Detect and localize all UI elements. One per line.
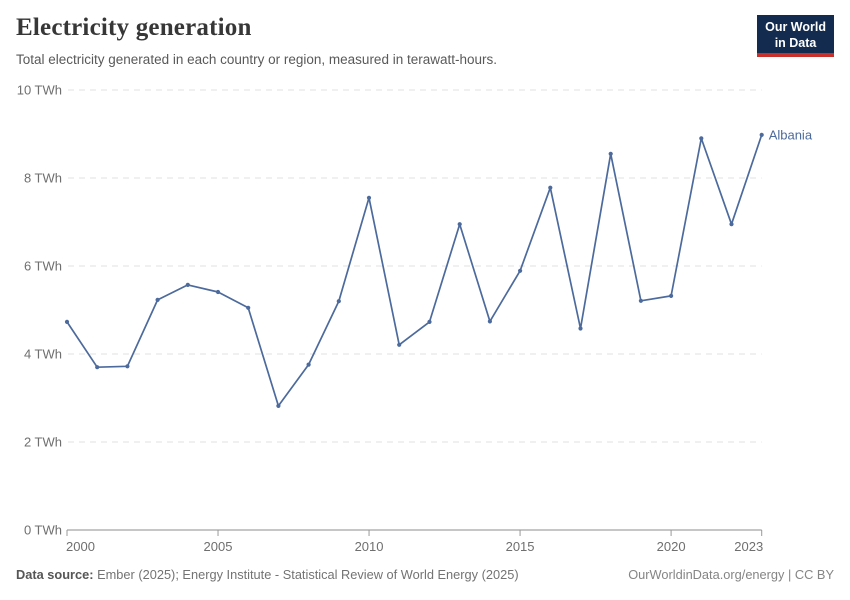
data-point[interactable] [518, 268, 523, 273]
x-axis-label: 2015 [506, 539, 535, 554]
data-point[interactable] [276, 403, 281, 408]
owid-logo-line1: Our World [765, 20, 826, 34]
data-point[interactable] [397, 342, 402, 347]
x-axis-label: 2020 [657, 539, 686, 554]
data-point[interactable] [638, 298, 644, 303]
data-point[interactable] [427, 319, 432, 324]
data-source-text: Ember (2025); Energy Institute - Statist… [93, 567, 519, 582]
owid-logo[interactable]: Our World in Data [757, 15, 834, 57]
credit-link[interactable]: OurWorldinData.org/energy | CC BY [628, 567, 834, 582]
owid-logo-line2: in Data [774, 36, 817, 50]
data-point[interactable] [64, 319, 70, 324]
data-source: Data source: Ember (2025); Energy Instit… [16, 567, 519, 582]
chart-subtitle: Total electricity generated in each coun… [16, 52, 497, 67]
y-axis-label: 6 TWh [24, 259, 62, 274]
x-axis-label: 2005 [204, 539, 233, 554]
x-axis-label: 2023 [734, 539, 763, 554]
x-axis-label: 2000 [66, 539, 95, 554]
data-point[interactable] [185, 282, 190, 287]
y-axis-label: 2 TWh [24, 435, 62, 450]
y-axis-label: 8 TWh [24, 171, 62, 186]
data-source-label: Data source: [16, 567, 94, 582]
series-label: Albania [769, 127, 813, 142]
data-point[interactable] [457, 222, 462, 227]
chart-footer: Data source: Ember (2025); Energy Instit… [16, 567, 834, 582]
trend-line [66, 134, 763, 407]
data-point[interactable] [95, 365, 100, 370]
data-point[interactable] [246, 305, 251, 310]
data-point[interactable] [155, 297, 160, 302]
data-point[interactable] [336, 299, 341, 304]
data-point[interactable] [669, 293, 674, 298]
y-axis-label: 4 TWh [24, 347, 62, 362]
data-point[interactable] [366, 195, 372, 200]
x-axis-label: 2010 [355, 539, 384, 554]
y-axis-label: 10 TWh [17, 83, 62, 98]
data-point[interactable] [215, 289, 221, 295]
page-title: Electricity generation [16, 14, 252, 41]
data-point[interactable] [125, 364, 130, 369]
data-point[interactable] [578, 326, 583, 331]
data-point[interactable] [759, 132, 764, 137]
data-point[interactable] [699, 136, 704, 141]
data-point[interactable] [548, 185, 553, 190]
data-point[interactable] [487, 319, 492, 324]
line-chart: 0 TWh 2 TWh 4 TWh 6 TWh 8 TWh 10 TWh 2000 2005 2… [17, 83, 813, 555]
data-point[interactable] [306, 362, 311, 367]
data-point[interactable] [729, 222, 734, 227]
data-point[interactable] [608, 151, 613, 156]
y-axis-label: 0 TWh [24, 523, 62, 538]
